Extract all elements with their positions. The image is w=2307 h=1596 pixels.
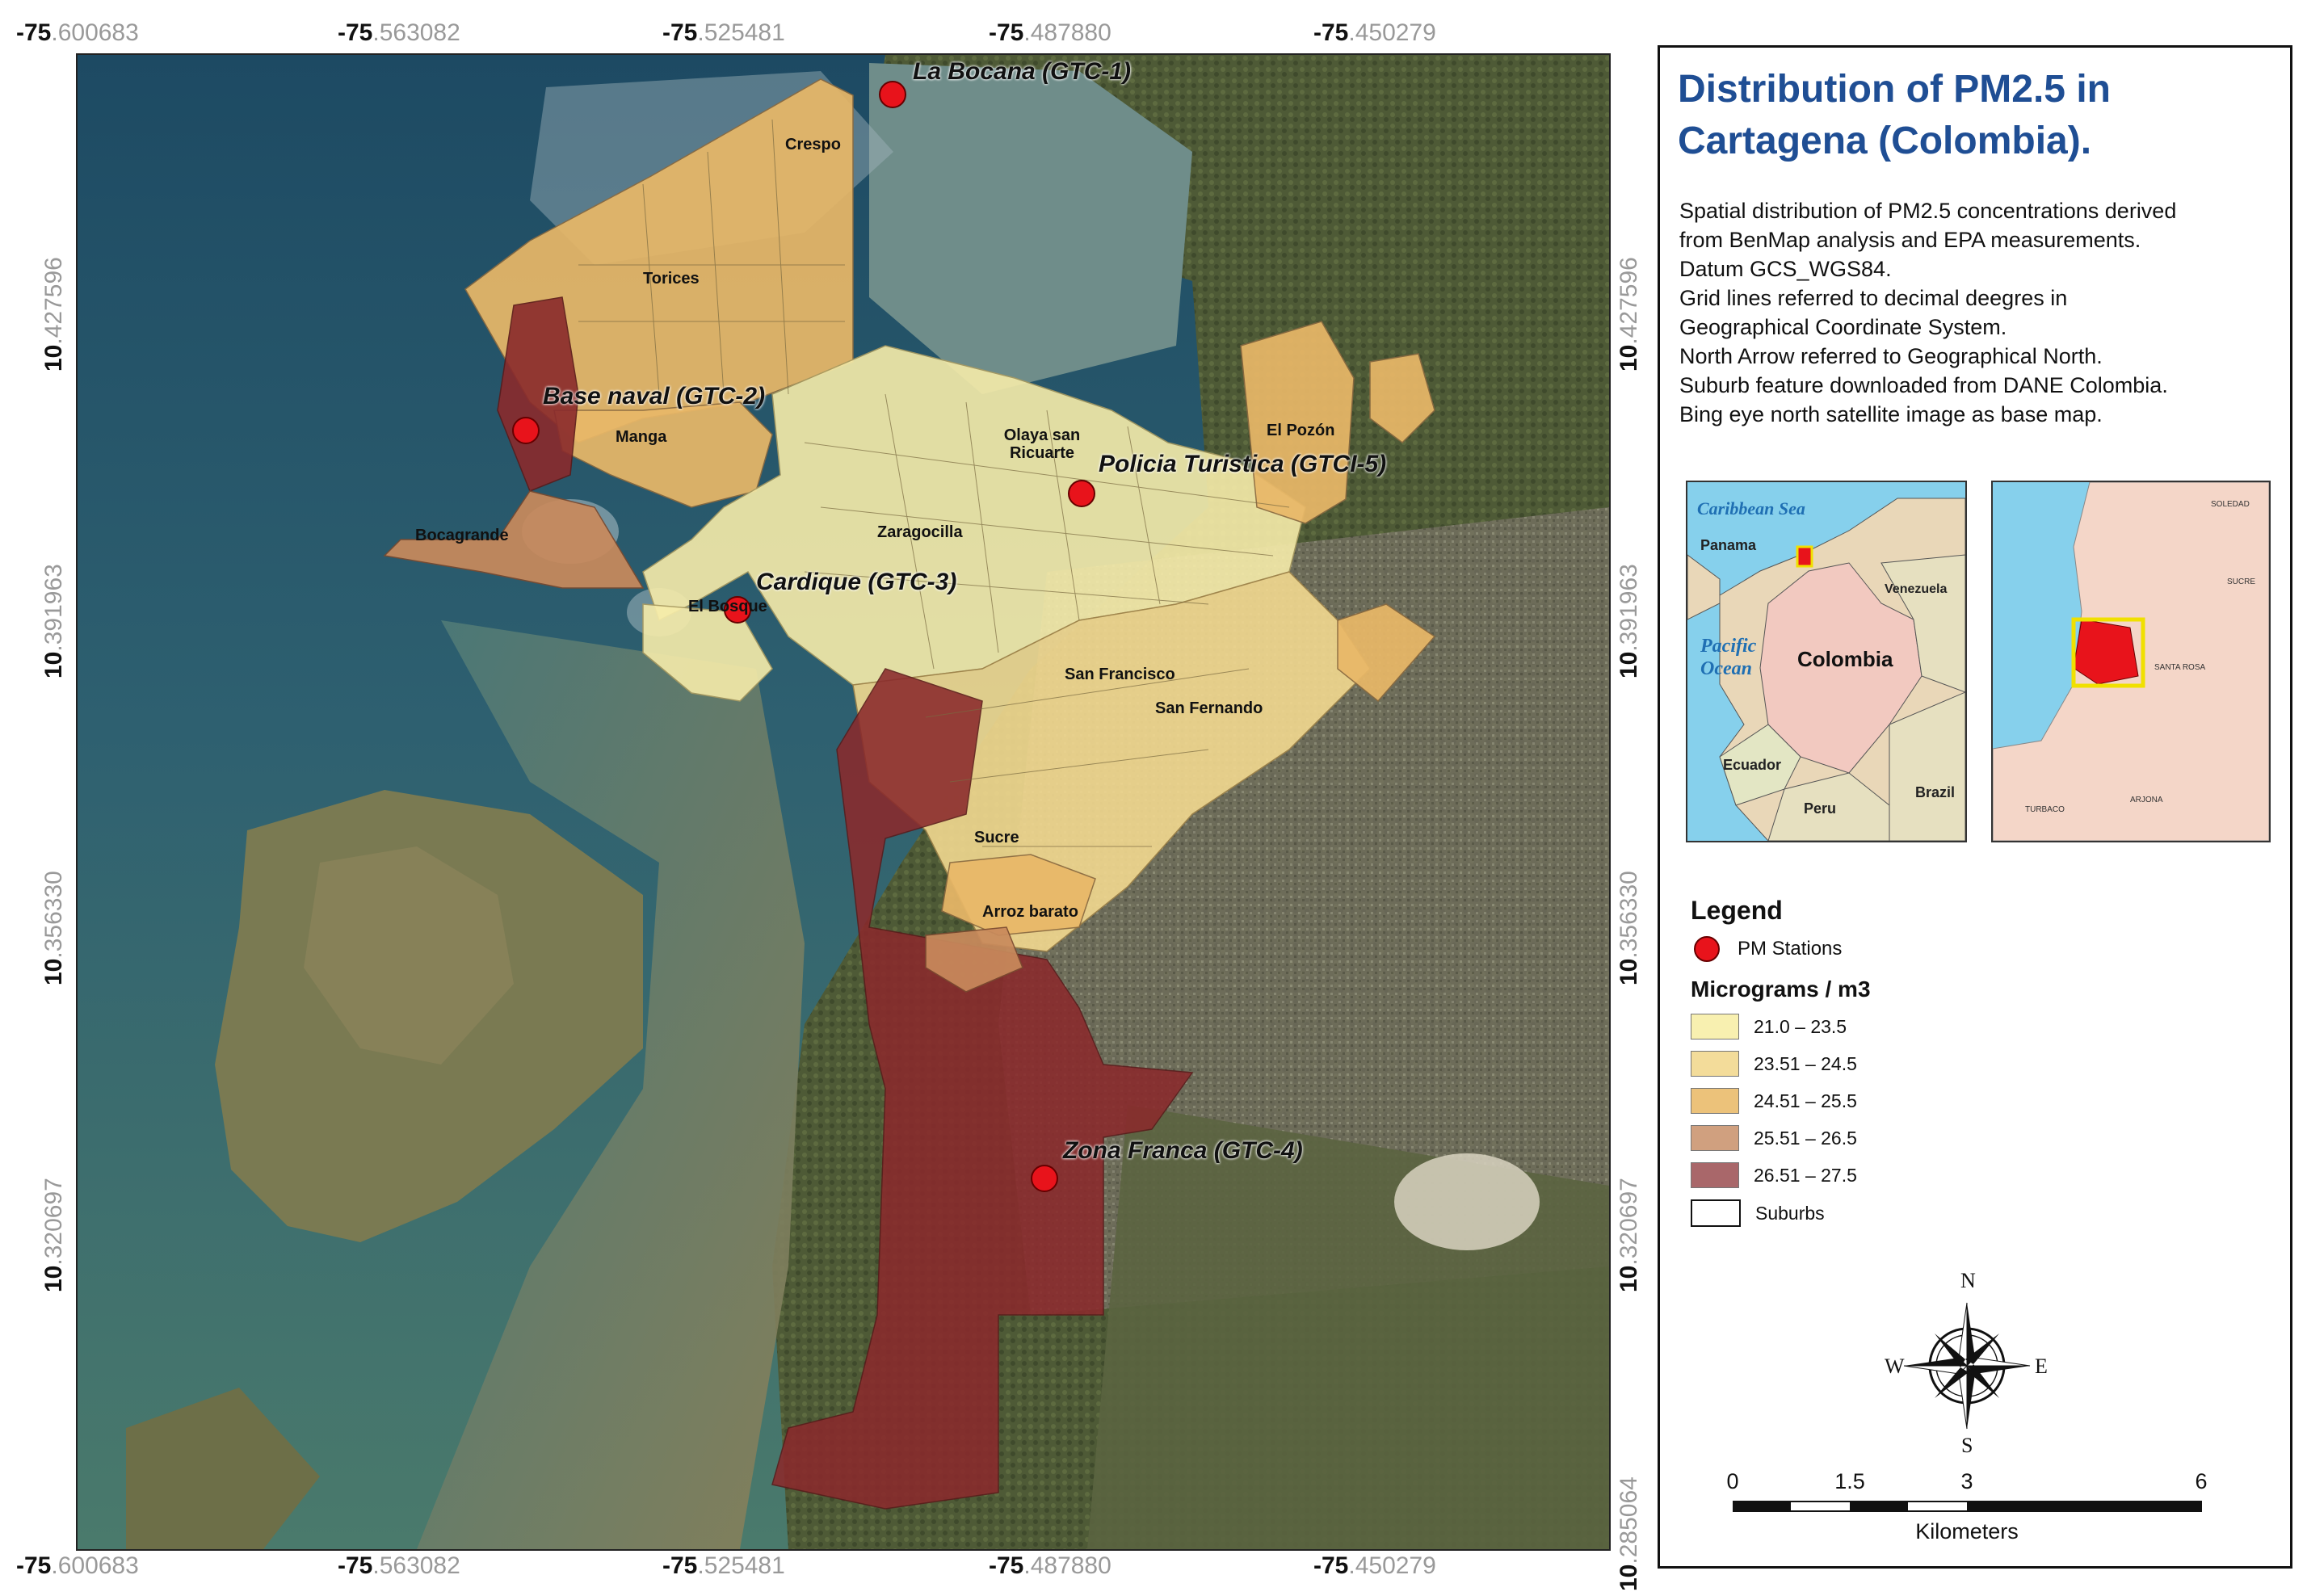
grid-label-bottom: -75.450279 (1313, 1552, 1436, 1579)
inset-map-department[interactable]: SOLEDAD SUCRE SANTA ROSA TURBACO ARJONA (1991, 481, 2271, 842)
grid-label-left: 10.320697 (40, 1178, 67, 1292)
grid-label-right: 10.356330 (1616, 871, 1642, 985)
grid-label-right: 10.427596 (1616, 257, 1642, 372)
south-land (126, 1388, 320, 1549)
legend-panel: Distribution of PM2.5 in Cartagena (Colo… (1658, 45, 2292, 1569)
zone-bocagrande[interactable] (383, 490, 645, 589)
zone-san-fernando-east[interactable] (1337, 603, 1436, 703)
quarry-area (1394, 1153, 1540, 1250)
inset-department-svg (1993, 482, 2269, 841)
legend-class-label: Suburbs (1755, 1202, 1825, 1224)
cartagena-bay (417, 620, 805, 1549)
legend-class-row: 23.51 – 24.5 (1691, 1051, 1857, 1077)
legend-swatch (1691, 1125, 1739, 1151)
zone-el-pozon[interactable] (1240, 321, 1355, 524)
grid-label-top: -75.487880 (989, 19, 1111, 46)
cienaga-lagoon (869, 63, 1192, 394)
map-description: Spatial distribution of PM2.5 concentrat… (1679, 196, 2277, 429)
compass-s: S (1961, 1434, 1973, 1457)
grid-label-right: 10.320697 (1616, 1178, 1642, 1292)
legend-swatch (1691, 1051, 1739, 1077)
north-arrow-compass: N S E W (1885, 1269, 2048, 1457)
inset-map-colombia[interactable]: Caribbean Sea Panama Venezuela Pacific O… (1686, 481, 1967, 842)
legend-swatch (1691, 1088, 1739, 1114)
scale-bar: 0 1.5 3 6 Kilometers (1726, 1469, 2217, 1544)
inset-colombia-svg (1687, 482, 1965, 841)
grid-label-top: -75.563082 (338, 19, 460, 46)
legend-class-label: 23.51 – 24.5 (1754, 1052, 1857, 1074)
legend-class-row: 24.51 – 25.5 (1691, 1088, 1857, 1114)
legend-class-row: 25.51 – 26.5 (1691, 1125, 1857, 1151)
station-symbol-icon (1694, 936, 1720, 962)
desc-line: Spatial distribution of PM2.5 concentrat… (1679, 199, 2177, 223)
title-line-1: Distribution of PM2.5 in (1678, 68, 2111, 111)
grid-label-bottom: -75.487880 (989, 1552, 1111, 1579)
grid-label-right: 10.391963 (1616, 564, 1642, 678)
legend-title: Legend (1691, 896, 1783, 925)
zone-arroz-barato[interactable] (925, 926, 1023, 993)
zone-sucre[interactable] (941, 854, 1096, 936)
grid-label-left: 10.356330 (40, 871, 67, 985)
legend-station-row: PM Stations (1691, 936, 1842, 962)
zone-pozon-east[interactable] (1369, 353, 1435, 443)
legend-swatch (1691, 1162, 1739, 1188)
grid-label-top: -75.450279 (1313, 19, 1436, 46)
legend-class-row: 26.51 – 27.5 (1691, 1162, 1857, 1188)
legend-units: Micrograms / m3 (1691, 976, 1871, 1002)
suburb-boundaries (578, 119, 1290, 847)
scale-tick-label: 1.5 (1834, 1469, 1865, 1493)
legend-class-label: 24.51 – 25.5 (1754, 1090, 1857, 1111)
grid-label-left: 10.427596 (40, 257, 67, 372)
desc-line: Bing eye north satellite image as base m… (1679, 402, 2103, 426)
compass-e: E (2035, 1354, 2048, 1378)
scale-tick-label: 6 (2195, 1469, 2208, 1493)
title-line-2: Cartagena (Colombia). (1678, 120, 2092, 162)
desc-line: Datum GCS_WGS84. (1679, 257, 1892, 281)
desc-line: from BenMap analysis and EPA measurement… (1679, 228, 2141, 252)
legend-class-row: 21.0 – 23.5 (1691, 1014, 1847, 1040)
scale-unit-label: Kilometers (1915, 1519, 2019, 1544)
grid-label-bottom: -75.600683 (16, 1552, 139, 1579)
scale-tick-label: 3 (1960, 1469, 1973, 1493)
desc-line: North Arrow referred to Geographical Nor… (1679, 344, 2103, 368)
island-interior (304, 846, 514, 1065)
desc-line: Grid lines referred to decimal deegres i… (1679, 286, 2068, 310)
grid-label-bottom: -75.563082 (338, 1552, 460, 1579)
legend-class-label: 26.51 – 27.5 (1754, 1164, 1857, 1186)
legend-swatch (1691, 1014, 1739, 1040)
compass-rose-icon (1903, 1302, 2031, 1430)
legend-swatch (1691, 1199, 1741, 1227)
compass-w: W (1885, 1354, 1905, 1378)
grid-label-left: 10.391963 (40, 564, 67, 678)
map-title: Distribution of PM2.5 in Cartagena (Colo… (1678, 64, 2275, 167)
map-svg (78, 55, 1609, 1549)
map-canvas[interactable]: La Bocana (GTC-1) Base naval (GTC-2) Pol… (76, 53, 1611, 1551)
grid-label-right: 10.285064 (1616, 1476, 1642, 1591)
desc-line: Suburb feature downloaded from DANE Colo… (1679, 373, 2168, 397)
legend-class-label: 21.0 – 23.5 (1754, 1015, 1847, 1037)
legend-class-label: 25.51 – 26.5 (1754, 1127, 1857, 1149)
grid-label-bottom: -75.525481 (662, 1552, 785, 1579)
compass-n: N (1960, 1269, 1976, 1292)
legend-station-label: PM Stations (1738, 938, 1843, 960)
desc-line: Geographical Coordinate System. (1679, 315, 2007, 339)
scale-bar-graphic (1733, 1501, 2202, 1512)
scale-tick-label: 0 (1726, 1469, 1739, 1493)
zone-zona-franca[interactable] (771, 668, 1194, 1510)
grid-label-top: -75.600683 (16, 19, 139, 46)
legend-class-row: Suburbs (1691, 1199, 1825, 1227)
grid-label-top: -75.525481 (662, 19, 785, 46)
